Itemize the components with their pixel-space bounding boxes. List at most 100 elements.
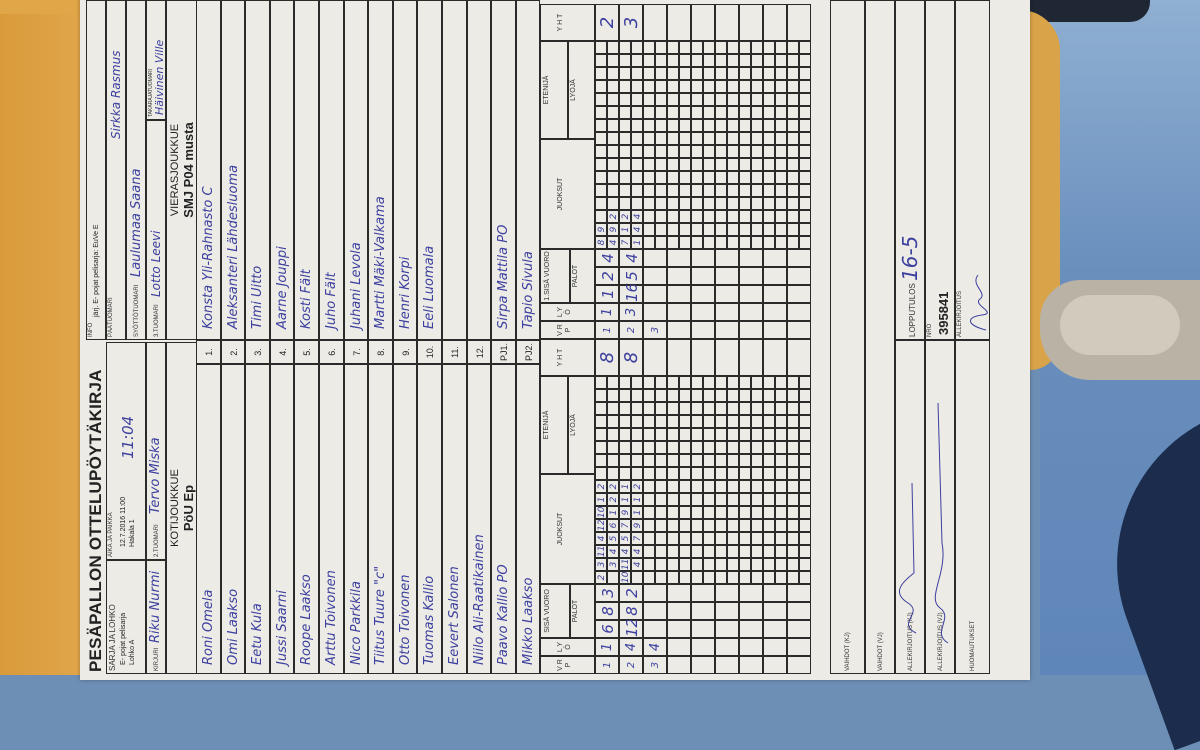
home-juoksut-cell[interactable]	[631, 376, 643, 389]
away-juoksut-cell[interactable]	[607, 106, 619, 119]
home-juoksut-cell[interactable]	[607, 428, 619, 441]
away-juoksut-cell[interactable]	[787, 132, 799, 145]
away-juoksut-cell[interactable]	[751, 106, 763, 119]
home-juoksut-cell[interactable]	[703, 506, 715, 519]
home-juoksut-cell[interactable]	[787, 480, 799, 493]
home-juoksut-cell[interactable]	[787, 389, 799, 402]
away-juoksut-cell[interactable]	[787, 54, 799, 67]
away-juoksut-cell[interactable]	[739, 67, 751, 80]
away-juoksut-cell[interactable]	[799, 210, 811, 223]
away-juoksut-cell[interactable]	[799, 184, 811, 197]
home-player-row[interactable]: Tuomas Kallio	[417, 364, 442, 674]
home-palot-cell[interactable]	[787, 620, 811, 638]
away-juoksut-cell[interactable]	[787, 210, 799, 223]
away-juoksut-cell[interactable]	[631, 184, 643, 197]
away-juoksut-cell[interactable]	[703, 210, 715, 223]
away-juoksut-cell[interactable]: 2	[619, 210, 631, 223]
home-juoksut-cell[interactable]	[799, 558, 811, 571]
home-juoksut-cell[interactable]: 3	[595, 558, 607, 571]
home-juoksut-cell[interactable]	[607, 454, 619, 467]
home-juoksut-cell[interactable]	[727, 493, 739, 506]
home-juoksut-cell[interactable]	[739, 376, 751, 389]
home-juoksut-cell[interactable]	[643, 467, 655, 480]
home-juoksut-cell[interactable]: 2	[595, 480, 607, 493]
away-juoksut-cell[interactable]	[619, 119, 631, 132]
away-juoksut-cell[interactable]	[679, 197, 691, 210]
home-juoksut-cell[interactable]	[775, 545, 787, 558]
away-juoksut-cell[interactable]	[715, 119, 727, 132]
home-juoksut-cell[interactable]: 1	[619, 493, 631, 506]
away-palot-cell[interactable]	[691, 249, 715, 267]
home-juoksut-cell[interactable]	[679, 558, 691, 571]
away-juoksut-cell[interactable]	[691, 80, 703, 93]
home-juoksut-cell[interactable]	[631, 441, 643, 454]
home-juoksut-cell[interactable]	[703, 376, 715, 389]
home-juoksut-cell[interactable]	[775, 402, 787, 415]
home-player-row[interactable]: Roni Omela	[196, 364, 221, 674]
home-palot-cell[interactable]: 6	[595, 620, 619, 638]
allekirjoitus-kj-box[interactable]: ALLEKIRJOITUS (KJ)	[895, 340, 925, 674]
home-juoksut-cell[interactable]	[655, 558, 667, 571]
home-juoksut-cell[interactable]: 1	[607, 506, 619, 519]
away-juoksut-cell[interactable]	[619, 171, 631, 184]
home-lyo-cell[interactable]	[715, 638, 739, 656]
away-juoksut-cell[interactable]	[799, 119, 811, 132]
home-juoksut-cell[interactable]	[739, 389, 751, 402]
away-juoksut-cell[interactable]	[775, 41, 787, 54]
home-juoksut-cell[interactable]	[655, 402, 667, 415]
home-juoksut-cell[interactable]	[715, 506, 727, 519]
home-lyo-cell[interactable]	[691, 638, 715, 656]
home-juoksut-cell[interactable]: 10	[619, 571, 631, 584]
away-juoksut-cell[interactable]	[775, 158, 787, 171]
home-palot-cell[interactable]	[715, 602, 739, 620]
home-juoksut-cell[interactable]	[739, 493, 751, 506]
home-juoksut-cell[interactable]	[643, 389, 655, 402]
away-juoksut-cell[interactable]	[619, 158, 631, 171]
away-juoksut-cell[interactable]	[619, 132, 631, 145]
away-juoksut-cell[interactable]	[679, 132, 691, 145]
away-juoksut-cell[interactable]	[643, 54, 655, 67]
away-palot-cell[interactable]	[739, 249, 763, 267]
home-juoksut-cell[interactable]	[679, 480, 691, 493]
away-juoksut-cell[interactable]	[667, 223, 679, 236]
away-lyo-cell[interactable]	[787, 303, 811, 321]
away-juoksut-cell[interactable]	[763, 171, 775, 184]
home-juoksut-cell[interactable]	[715, 415, 727, 428]
home-juoksut-cell[interactable]	[691, 376, 703, 389]
home-juoksut-cell[interactable]	[703, 415, 715, 428]
away-juoksut-cell[interactable]	[643, 197, 655, 210]
home-palot-cell[interactable]	[739, 602, 763, 620]
away-palot-cell[interactable]	[691, 267, 715, 285]
home-lyo-cell[interactable]	[787, 638, 811, 656]
home-juoksut-cell[interactable]	[763, 467, 775, 480]
home-juoksut-cell[interactable]	[739, 506, 751, 519]
home-palot-cell[interactable]	[763, 620, 787, 638]
home-palot-cell[interactable]	[643, 584, 667, 602]
away-juoksut-cell[interactable]	[739, 41, 751, 54]
away-juoksut-cell[interactable]	[703, 67, 715, 80]
away-player-row[interactable]: Konsta Yli-Rahnasto C	[196, 0, 221, 340]
away-juoksut-cell[interactable]	[655, 197, 667, 210]
away-lyo-cell[interactable]	[763, 303, 787, 321]
home-juoksut-cell[interactable]	[595, 415, 607, 428]
home-juoksut-cell[interactable]	[763, 454, 775, 467]
away-juoksut-cell[interactable]	[703, 184, 715, 197]
away-juoksut-cell[interactable]	[763, 132, 775, 145]
home-juoksut-cell[interactable]	[667, 493, 679, 506]
home-juoksut-cell[interactable]	[655, 545, 667, 558]
away-juoksut-cell[interactable]	[751, 145, 763, 158]
home-juoksut-cell[interactable]: 1	[631, 506, 643, 519]
away-palot-cell[interactable]: 4	[619, 249, 643, 267]
away-juoksut-cell[interactable]	[643, 80, 655, 93]
home-palot-cell[interactable]	[739, 584, 763, 602]
home-juoksut-cell[interactable]	[787, 454, 799, 467]
home-juoksut-cell[interactable]	[703, 389, 715, 402]
home-juoksut-cell[interactable]	[691, 415, 703, 428]
home-juoksut-cell[interactable]	[655, 376, 667, 389]
away-juoksut-cell[interactable]	[703, 223, 715, 236]
away-palot-cell[interactable]	[715, 285, 739, 303]
away-juoksut-cell[interactable]	[739, 119, 751, 132]
home-juoksut-cell[interactable]: 1	[631, 493, 643, 506]
away-juoksut-cell[interactable]	[607, 93, 619, 106]
away-juoksut-cell[interactable]	[715, 106, 727, 119]
